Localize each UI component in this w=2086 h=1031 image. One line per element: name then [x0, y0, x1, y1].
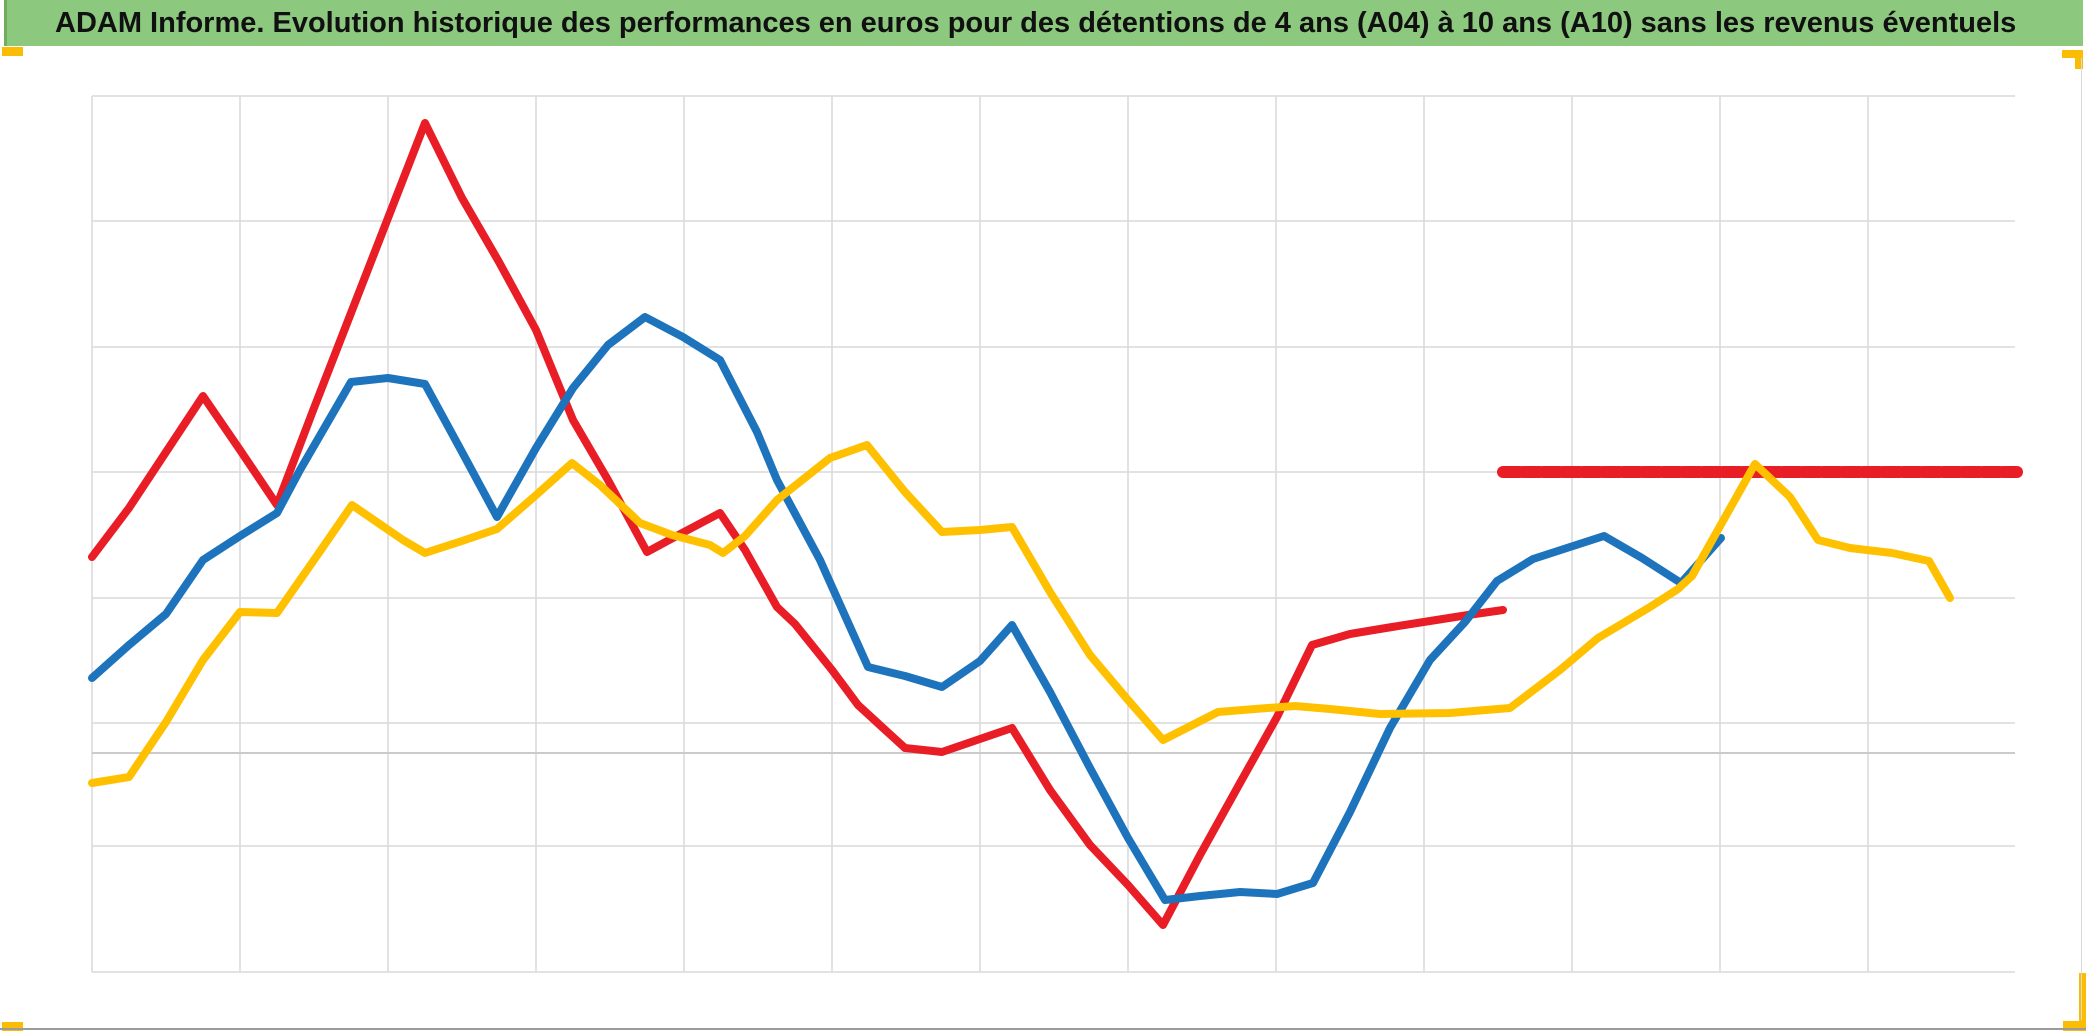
- title-bar: ADAM Informe. Evolution historique des p…: [4, 0, 2083, 46]
- chart-title: ADAM Informe. Evolution historique des p…: [55, 6, 2017, 39]
- series-yellow-line: [88, 441, 1954, 787]
- selection-mark-bottom-left: [2, 1022, 23, 1031]
- selection-mark-top-right-horizontal: [2062, 50, 2083, 58]
- series-blue-line: [88, 313, 1725, 904]
- selection-mark-bottom-right-vertical: [2079, 973, 2086, 1031]
- selection-mark-bottom-right-horizontal: [2063, 1021, 2086, 1031]
- bottom-window-edge: [0, 1028, 2086, 1030]
- selection-mark-top-right-vertical: [2075, 50, 2083, 69]
- right-window-edge: [2081, 58, 2082, 1020]
- selection-mark-top-left: [2, 47, 23, 56]
- series-red-line: [88, 119, 1507, 929]
